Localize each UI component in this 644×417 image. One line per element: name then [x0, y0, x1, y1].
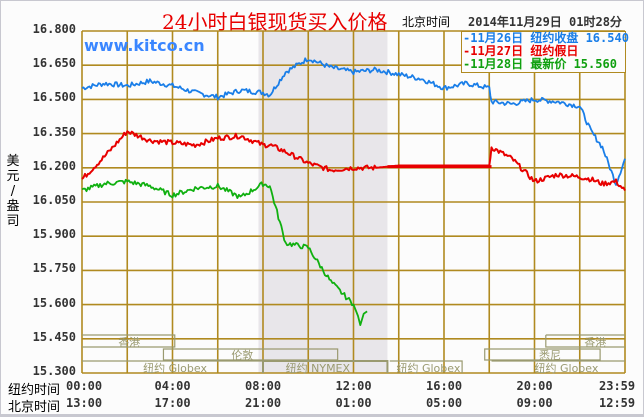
y-tick-label: 16.650 [32, 56, 76, 71]
chart-legend: -11月26日 纽约收盘 16.540 -11月27日 纽约假日 -11月28日… [461, 31, 629, 73]
market-hongkong-left: 香港 [118, 336, 140, 349]
series-nov26-line [81, 57, 626, 186]
y-tick-label: 15.750 [32, 261, 76, 276]
bj-time-tick: 17:00 [154, 396, 191, 410]
market-globex-right: 纽约 Globex [535, 361, 599, 375]
bj-time-tick: 21:00 [245, 396, 282, 410]
current-datetime: 2014年11月29日 01时28分 [468, 15, 622, 29]
y-axis-label: 美元 / 盎司 [6, 154, 20, 229]
ny-time-label: 纽约时间 [8, 383, 61, 398]
series-nov27-line [81, 130, 626, 192]
y-tick-label: 15.900 [32, 227, 76, 242]
ny-time-tick: 23:59 [599, 379, 636, 393]
ny-time-tick: 08:00 [245, 379, 282, 393]
bj-time-tick: 09:00 [516, 396, 553, 410]
market-sessions [82, 334, 625, 373]
y-tick-label: 15.300 [32, 364, 76, 378]
market-sydney: 悉尼 [539, 349, 561, 362]
beijing-time-label: 北京时间 [402, 15, 451, 29]
chart-title: 24小时白银现货买入价格 [162, 10, 388, 34]
bj-time-label: 北京时间 [8, 400, 61, 415]
bj-time-tick: 01:00 [335, 396, 372, 410]
y-tick-label: 16.800 [32, 22, 76, 36]
series-nov28-line [81, 178, 368, 327]
ny-time-tick: 20:00 [516, 379, 553, 393]
legend-item-nov26: -11月26日 纽约收盘 16.540 [463, 31, 629, 45]
ny-time-tick: 00:00 [66, 379, 103, 393]
ny-time-tick: 12:00 [335, 379, 372, 393]
kitco-watermark: www.kitco.cn [84, 36, 205, 55]
legend-item-nov28: -11月28日 最新价 15.560 [463, 57, 617, 71]
grid-lines [81, 30, 626, 374]
ny-time-tick: 16:00 [426, 379, 463, 393]
y-tick-label: 15.450 [32, 329, 76, 344]
market-nymex: 纽约 NYMEX [286, 361, 351, 375]
y-tick-label: 16.350 [32, 124, 76, 139]
bj-time-tick: 13:00 [66, 396, 103, 410]
market-hongkong-right: 香港 [584, 336, 606, 349]
ny-time-tick: 04:00 [154, 379, 191, 393]
bj-time-tick: 05:00 [426, 396, 463, 410]
y-tick-label: 16.500 [32, 90, 76, 105]
y-tick-label: 16.200 [32, 158, 76, 173]
market-globex-mid: 纽约 Globex [396, 361, 460, 375]
market-globex-left: 纽约 Globex [143, 361, 207, 375]
y-tick-label: 15.600 [32, 295, 76, 310]
market-london: 伦敦 [231, 348, 253, 362]
legend-item-nov27: -11月27日 纽约假日 [463, 44, 579, 58]
bj-time-tick: 12:59 [599, 396, 636, 410]
y-tick-label: 16.050 [32, 193, 76, 207]
